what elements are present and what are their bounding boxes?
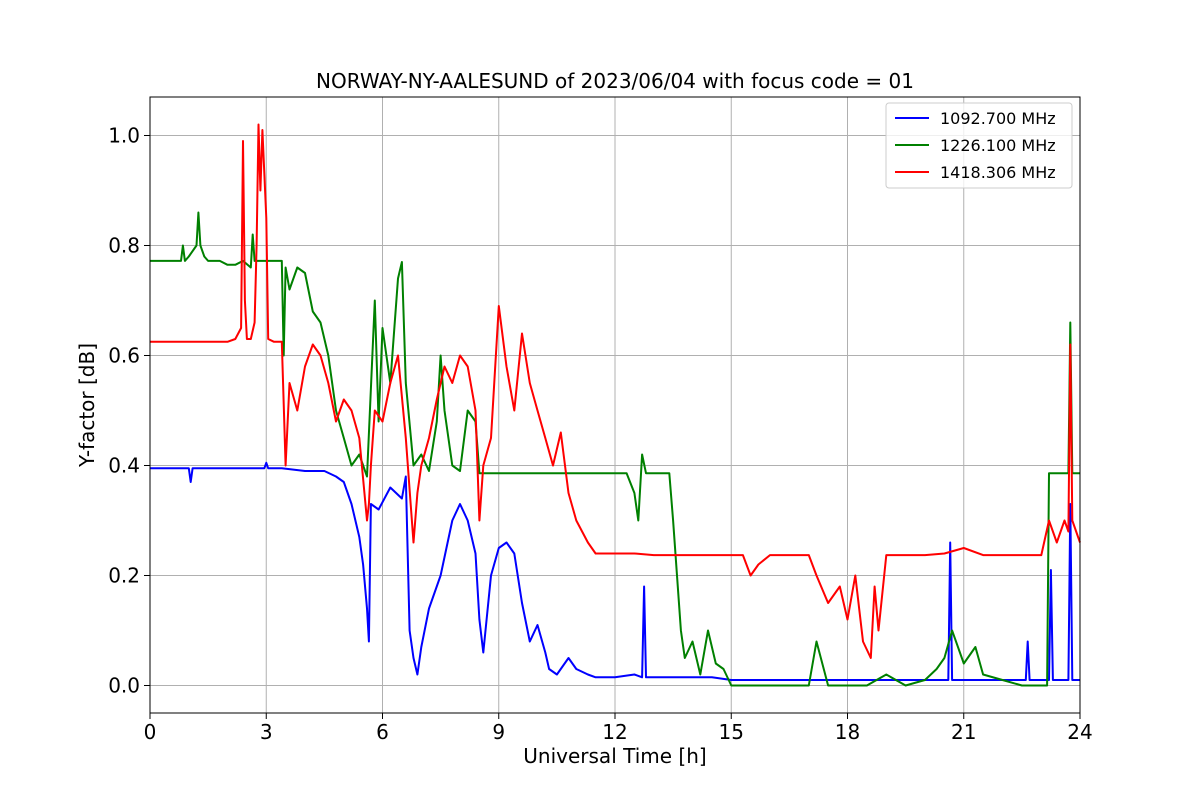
x-tick-label: 9 xyxy=(492,720,505,744)
x-tick-label: 0 xyxy=(144,720,157,744)
plot-area xyxy=(150,123,1081,687)
x-tick-label: 24 xyxy=(1067,720,1092,744)
y-axis: 0.0 0.2 0.4 0.6 0.8 1.0 xyxy=(108,124,150,698)
x-tick-label: 6 xyxy=(376,720,389,744)
legend-label-1418: 1418.306 MHz xyxy=(940,163,1056,182)
legend-label-1092: 1092.700 MHz xyxy=(940,109,1056,128)
y-tick-label: 0.4 xyxy=(108,454,140,478)
x-axis-title: Universal Time [h] xyxy=(523,744,706,768)
legend: 1092.700 MHz 1226.100 MHz 1418.306 MHz xyxy=(885,102,1073,189)
y-tick-label: 1.0 xyxy=(108,124,140,148)
x-tick-label: 3 xyxy=(260,720,273,744)
chart-title: NORWAY-NY-AALESUND of 2023/06/04 with fo… xyxy=(316,69,914,93)
x-tick-label: 15 xyxy=(719,720,744,744)
x-tick-label: 18 xyxy=(835,720,860,744)
y-tick-label: 0.2 xyxy=(108,564,140,588)
x-axis: 0 3 6 9 12 15 18 21 24 xyxy=(144,713,1093,744)
y-tick-label: 0.8 xyxy=(108,234,140,258)
x-tick-label: 12 xyxy=(602,720,627,744)
x-tick-label: 21 xyxy=(951,720,976,744)
series-line-1418 xyxy=(150,123,1081,659)
legend-box xyxy=(885,102,1073,189)
y-axis-title: Y-factor [dB] xyxy=(75,343,99,468)
series-line-1226 xyxy=(150,211,1080,687)
y-tick-label: 0.0 xyxy=(108,674,140,698)
legend-label-1226: 1226.100 MHz xyxy=(940,136,1056,155)
y-tick-label: 0.6 xyxy=(108,344,140,368)
series-line-1092 xyxy=(150,461,1080,681)
